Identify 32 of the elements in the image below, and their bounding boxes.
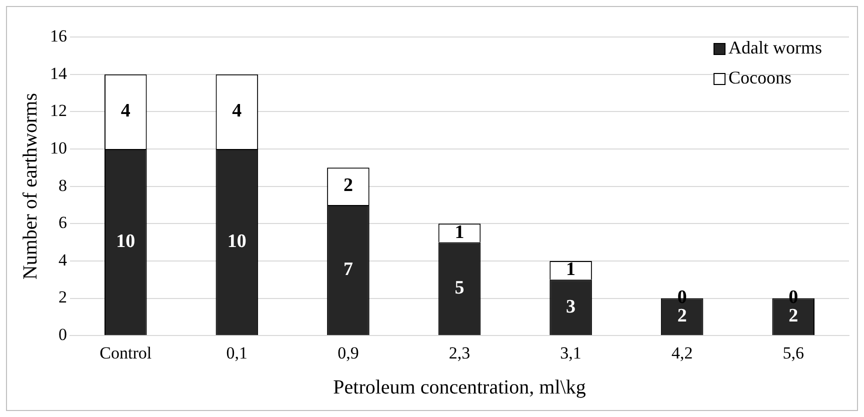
y-tick-label: 12 — [50, 101, 67, 120]
data-label: 4 — [232, 100, 242, 122]
y-tick-label: 4 — [58, 250, 68, 270]
x-tick-label: 4,2 — [671, 343, 693, 362]
legend-label: Cocoons — [728, 68, 792, 88]
x-tick-label: 0,1 — [226, 343, 248, 362]
y-tick-label: 8 — [58, 176, 67, 195]
y-tick-label: 14 — [50, 64, 68, 83]
y-tick-label: 10 — [50, 138, 67, 158]
x-tick-label: 2,3 — [448, 343, 470, 362]
data-label: 10 — [116, 230, 136, 252]
x-tick-label: 3,1 — [560, 343, 582, 362]
x-tick-label: 5,6 — [782, 343, 804, 362]
data-label: 7 — [343, 258, 354, 280]
data-label: 2 — [788, 306, 798, 327]
data-label: 1 — [454, 222, 464, 243]
data-label: 4 — [120, 100, 131, 122]
y-tick-label: 16 — [50, 26, 67, 46]
data-label: 2 — [677, 306, 687, 327]
data-label: 10 — [227, 230, 246, 252]
legend-label: Adalt worms — [728, 38, 822, 58]
x-tick-label: Control — [100, 343, 152, 362]
data-label: 2 — [343, 175, 353, 196]
x-axis-title: Petroleum concentration, ml\kg — [333, 376, 586, 398]
data-label: 1 — [566, 259, 576, 280]
x-tick-label: 0,9 — [338, 343, 359, 362]
data-label: 3 — [566, 296, 576, 318]
y-tick-label: 0 — [58, 325, 67, 344]
y-axis-title: Number of earthworms — [19, 92, 42, 280]
y-tick-label: 2 — [58, 288, 67, 307]
data-label: 5 — [454, 278, 464, 299]
y-tick-label: 6 — [58, 213, 67, 232]
